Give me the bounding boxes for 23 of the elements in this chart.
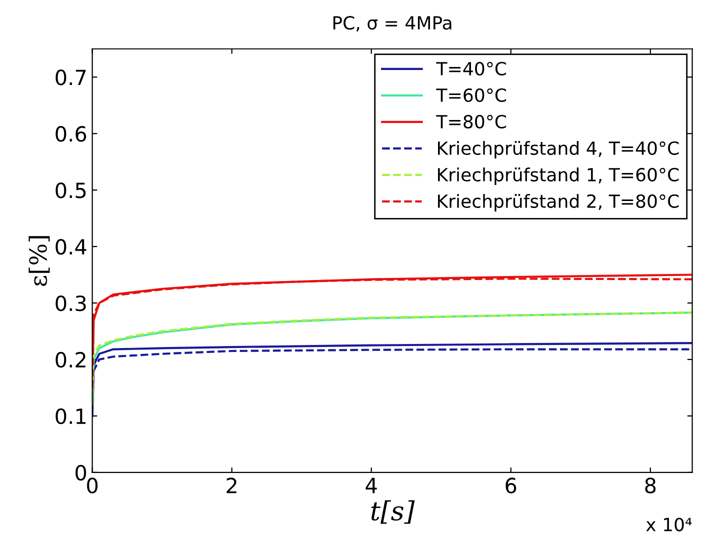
y-tick-label: 0.5 bbox=[56, 182, 86, 198]
x-tick-label: 4 bbox=[366, 478, 377, 494]
x-tick-label: 6 bbox=[506, 478, 516, 494]
y-tick-label: 0 bbox=[76, 464, 86, 481]
legend-label: T=60°C bbox=[436, 88, 506, 102]
y-tick-label: 0.2 bbox=[56, 352, 86, 368]
y-axis-title: ε[%] bbox=[28, 236, 50, 286]
y-tick-label: 0.7 bbox=[56, 70, 86, 86]
text: x 10⁴ bbox=[646, 518, 692, 532]
legend-label: T=40°C bbox=[436, 62, 506, 76]
x-tick-label: 0 bbox=[87, 478, 98, 494]
legend-label: T=80°C bbox=[436, 114, 506, 128]
legend-label: Kriechprüfstand 2, T=80°C bbox=[438, 194, 679, 212]
chart-title: PC, σ = 4MPa bbox=[333, 16, 452, 32]
y-tick-label: 0.1 bbox=[56, 408, 86, 424]
y-tick-label: 0.3 bbox=[56, 295, 86, 312]
y-tick-label: 0.4 bbox=[56, 238, 86, 255]
x-axis-title: t[s] bbox=[371, 500, 415, 524]
x-tick-label: 8 bbox=[645, 478, 656, 494]
legend-label: Kriechprüfstand 4, T=40°C bbox=[438, 141, 679, 158]
legend-label: Kriechprüfstand 1, T=60°C bbox=[438, 168, 679, 185]
y-tick-label: 0.6 bbox=[56, 126, 86, 142]
x-tick-label: 2 bbox=[226, 478, 236, 494]
